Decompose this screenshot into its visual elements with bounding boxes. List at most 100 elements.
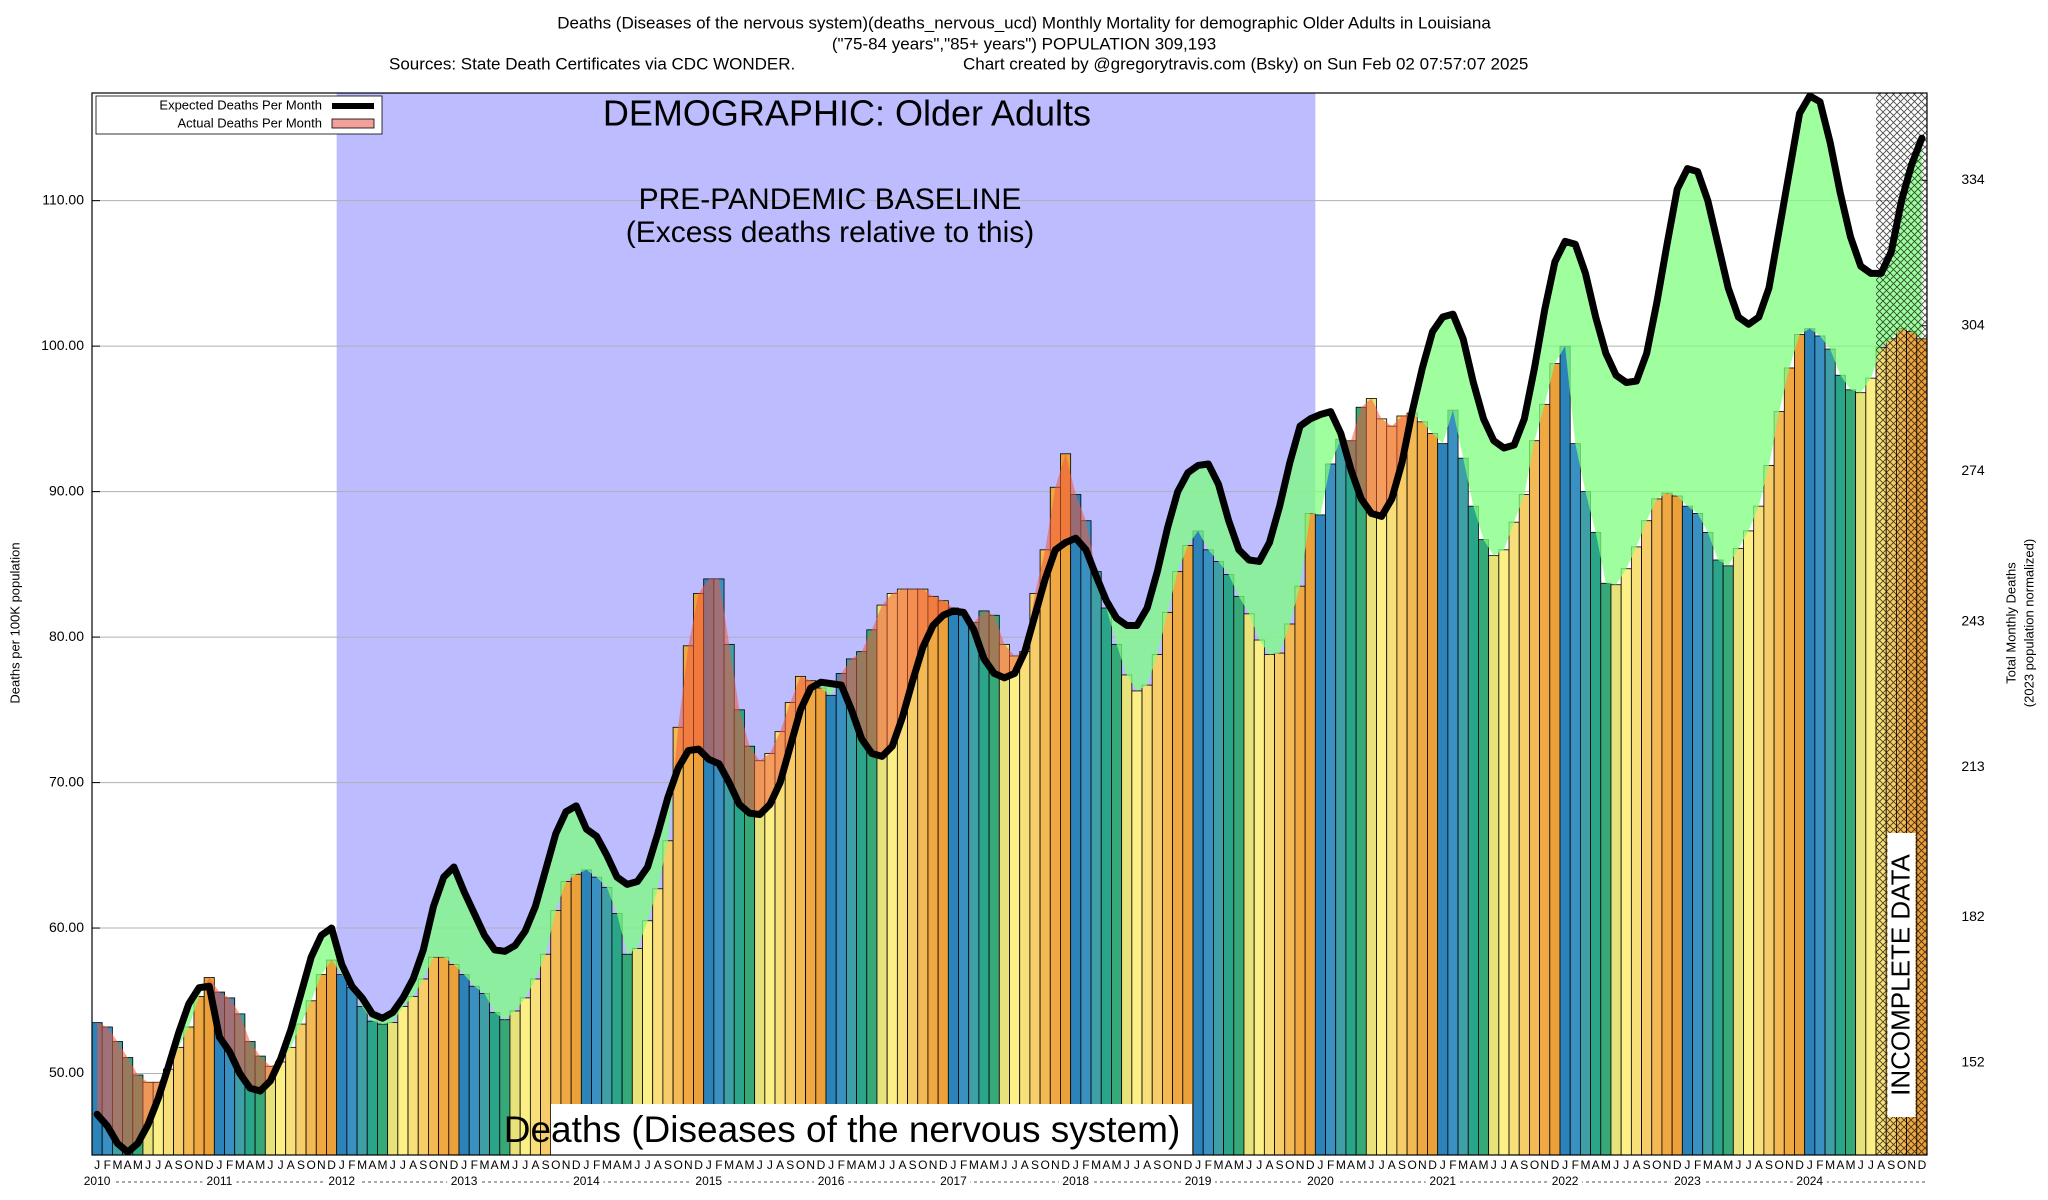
bar: [1712, 559, 1724, 1156]
bar: [825, 694, 837, 1156]
bar: [1029, 593, 1041, 1156]
bar: [478, 993, 490, 1156]
bar: [448, 964, 460, 1156]
y-tick-label: 100.00: [41, 337, 84, 353]
year-label: 2013: [451, 1174, 478, 1188]
bar: [958, 614, 970, 1156]
x-tick-label: S: [175, 1158, 183, 1172]
bar: [1202, 549, 1214, 1156]
bar: [1467, 505, 1479, 1156]
bar: [1406, 412, 1418, 1156]
x-tick-label: M: [1213, 1158, 1223, 1172]
bar: [1019, 651, 1031, 1156]
bar: [1396, 415, 1408, 1156]
bar: [1141, 684, 1153, 1156]
x-tick-label: J: [1735, 1158, 1741, 1172]
x-tick-label: M: [1601, 1158, 1611, 1172]
x-tick-label: J: [94, 1158, 100, 1172]
y2-tick-label: 152: [1961, 1054, 1985, 1070]
bar: [326, 959, 338, 1156]
x-tick-label: D: [205, 1158, 214, 1172]
bar: [1671, 495, 1683, 1156]
bar: [1080, 520, 1092, 1156]
bar: [937, 600, 949, 1156]
x-tick-label: J: [767, 1158, 773, 1172]
x-tick-label: O: [184, 1158, 193, 1172]
bar: [417, 978, 429, 1156]
bar: [1804, 328, 1816, 1156]
bar: [1427, 433, 1439, 1156]
x-tick-label: D: [939, 1158, 948, 1172]
bar: [193, 996, 205, 1156]
bar: [1773, 411, 1785, 1156]
year-label: 2016: [818, 1174, 845, 1188]
x-tick-label: J: [400, 1158, 406, 1172]
bar: [1335, 438, 1347, 1156]
bar: [815, 687, 827, 1156]
x-tick-label: F: [348, 1158, 355, 1172]
x-tick-label: O: [1041, 1158, 1050, 1172]
x-tick-label: D: [1184, 1158, 1193, 1172]
x-tick-label: J: [1868, 1158, 1874, 1172]
y2-tick-label: 334: [1961, 171, 1985, 187]
x-tick-label: O: [551, 1158, 560, 1172]
bar: [1192, 530, 1204, 1156]
x-tick-label: F: [593, 1158, 600, 1172]
demographic-annotation: DEMOGRAPHIC: Older Adults: [603, 93, 1091, 134]
x-tick-label: A: [124, 1158, 132, 1172]
x-tick-label: N: [684, 1158, 693, 1172]
x-tick-label: J: [1684, 1158, 1690, 1172]
bar: [458, 974, 470, 1156]
bar: [1569, 443, 1581, 1156]
y-tick-label: 110.00: [42, 191, 84, 207]
bar: [1182, 545, 1194, 1156]
y2-tick-label: 274: [1961, 462, 1985, 478]
x-tick-label: D: [572, 1158, 581, 1172]
x-tick-label: A: [1021, 1158, 1029, 1172]
bar: [1243, 613, 1255, 1156]
x-tick-label: J: [1807, 1158, 1813, 1172]
x-tick-label: J: [1124, 1158, 1130, 1172]
bar: [1834, 374, 1846, 1156]
x-tick-label: O: [307, 1158, 316, 1172]
x-tick-label: D: [1061, 1158, 1070, 1172]
bar: [1518, 494, 1530, 1156]
x-tick-label: J: [1012, 1158, 1018, 1172]
bar: [998, 643, 1010, 1156]
x-tick-label: A: [858, 1158, 866, 1172]
bar: [1437, 443, 1449, 1156]
bar: [183, 1026, 195, 1156]
x-tick-label: N: [1907, 1158, 1916, 1172]
x-tick-label: F: [226, 1158, 233, 1172]
bar: [438, 956, 450, 1156]
bar: [1274, 652, 1286, 1156]
bar: [1223, 574, 1235, 1156]
x-tick-label: M: [1825, 1158, 1835, 1172]
y-tick-label: 80.00: [49, 628, 84, 644]
bar: [754, 760, 766, 1156]
x-tick-label: J: [1746, 1158, 1752, 1172]
x-tick-label: O: [918, 1158, 927, 1172]
bar: [1070, 494, 1082, 1156]
bar: [1284, 623, 1296, 1156]
x-tick-label: S: [786, 1158, 794, 1172]
x-tick-label: J: [278, 1158, 284, 1172]
x-tick-label: J: [1613, 1158, 1619, 1172]
x-tick-label: J: [145, 1158, 151, 1172]
x-tick-label: S: [542, 1158, 550, 1172]
x-tick-label: M: [745, 1158, 755, 1172]
bar: [1090, 571, 1102, 1156]
y2-tick-label: 213: [1961, 758, 1985, 774]
bar: [1172, 571, 1184, 1156]
x-tick-label: A: [1836, 1158, 1844, 1172]
year-label: 2010: [84, 1174, 111, 1188]
bar: [1386, 425, 1398, 1156]
x-tick-label: J: [1562, 1158, 1568, 1172]
legend-label: Expected Deaths Per Month: [159, 97, 322, 112]
bar: [1314, 514, 1326, 1156]
year-label-bg: [1670, 1175, 1705, 1189]
bar: [1753, 505, 1765, 1156]
bar: [468, 985, 480, 1156]
bar: [1325, 463, 1337, 1156]
x-tick-label: A: [491, 1158, 499, 1172]
